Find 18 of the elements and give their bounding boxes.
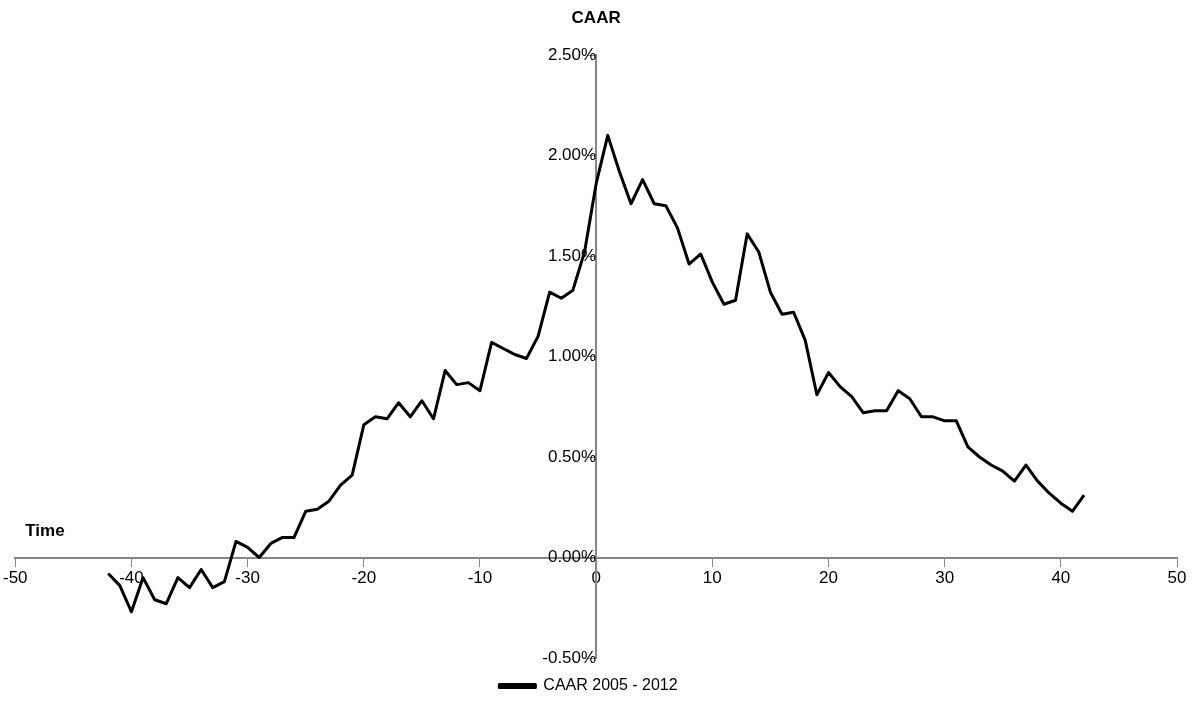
y-tick-label: 2.50%	[547, 44, 597, 64]
y-tick-label: -0.50%	[542, 647, 597, 667]
x-tick-label: -30	[235, 568, 260, 588]
x-tick-label: -50	[3, 568, 28, 588]
x-tick-label: -10	[467, 568, 493, 588]
x-tick-label: 10	[702, 568, 722, 588]
y-tick-label: 2.00%	[547, 145, 597, 165]
x-tick-label: 40	[1051, 568, 1071, 588]
y-tick-label: 0.50%	[547, 446, 597, 466]
x-tick-label: -20	[351, 568, 377, 588]
legend-label: CAAR 2005 - 2012	[543, 676, 678, 694]
x-tick-label: 50	[1167, 568, 1187, 588]
y-tick-label: 1.00%	[547, 346, 597, 366]
x-tick-label: 20	[819, 568, 838, 588]
y-tick-label: 0.00%	[547, 547, 597, 567]
x-axis-title: Time	[25, 520, 65, 540]
x-tick-label: 30	[935, 568, 955, 588]
y-axis-title: CAAR	[571, 8, 621, 28]
